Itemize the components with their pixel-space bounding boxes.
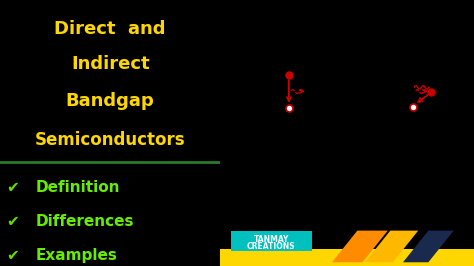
Text: Semiconductors: Semiconductors <box>35 131 185 149</box>
Polygon shape <box>403 231 454 262</box>
Text: $k$: $k$ <box>339 82 346 93</box>
Text: Examples: Examples <box>35 248 117 263</box>
Text: Differences: Differences <box>35 214 134 229</box>
Text: Definition: Definition <box>35 180 120 195</box>
Text: Bandgap: Bandgap <box>66 92 155 110</box>
Text: Direct bandgap: Direct bandgap <box>252 204 326 213</box>
Text: ✔: ✔ <box>7 214 19 229</box>
Text: ✔: ✔ <box>7 248 19 263</box>
FancyBboxPatch shape <box>230 231 312 251</box>
Bar <box>220 249 474 266</box>
Text: Indirect: Indirect <box>71 55 149 73</box>
Text: $E$: $E$ <box>406 45 413 56</box>
Text: ✔: ✔ <box>7 180 19 195</box>
Text: VB: VB <box>324 130 336 139</box>
Text: $E$: $E$ <box>282 41 289 52</box>
Text: CB: CB <box>378 51 390 59</box>
Polygon shape <box>365 231 418 262</box>
Text: CB: CB <box>324 48 335 56</box>
Text: Direct  and: Direct and <box>55 20 166 38</box>
Text: VB: VB <box>396 126 408 135</box>
Text: CREATIONS: CREATIONS <box>247 242 295 251</box>
Text: Indirect bandgap: Indirect bandgap <box>373 204 454 213</box>
Text: TANMAY: TANMAY <box>254 235 289 244</box>
Text: $k$: $k$ <box>460 82 466 94</box>
Polygon shape <box>332 231 388 262</box>
